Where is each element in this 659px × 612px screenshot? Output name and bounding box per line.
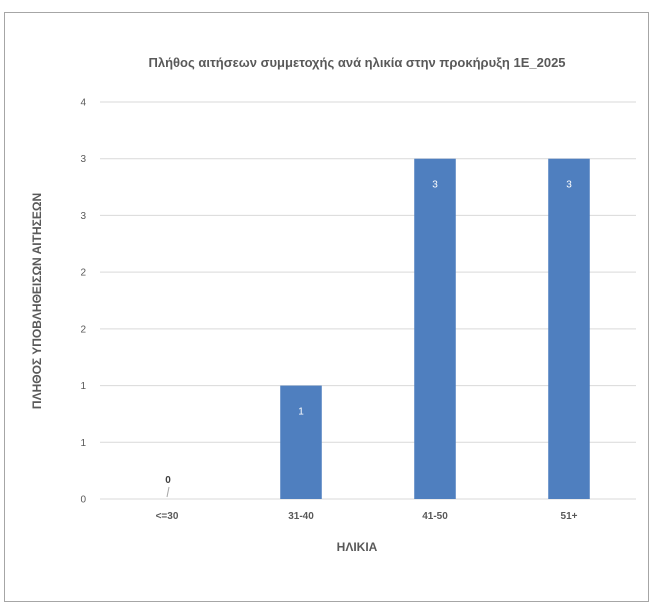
data-label: 3	[566, 180, 572, 191]
y-tick-label: 3	[80, 154, 86, 165]
x-tick-label: <=30	[156, 511, 179, 522]
x-axis-title: ΗΛΙΚΙΑ	[337, 540, 378, 554]
data-label-leader-line	[166, 486, 170, 498]
bar	[414, 158, 456, 499]
y-tick-label: 2	[80, 268, 86, 279]
chart-frame	[4, 12, 649, 602]
x-tick-label: 41-50	[422, 511, 448, 522]
x-tick-label: 51+	[561, 511, 578, 522]
x-tick-label: 31-40	[288, 511, 314, 522]
chart-title: Πλήθος αιτήσεων συμμετοχής ανά ηλικία στ…	[148, 55, 565, 70]
y-tick-label: 0	[80, 495, 86, 506]
data-label: 0	[165, 475, 171, 486]
bar	[548, 158, 590, 499]
data-label: 3	[432, 180, 438, 191]
gridlines	[100, 101, 636, 500]
y-tick-label: 2	[80, 324, 86, 335]
bar	[280, 385, 322, 499]
data-label: 1	[298, 407, 304, 418]
y-tick-label: 4	[80, 98, 86, 109]
y-tick-labels: 0 1 1 2 2 3 3 4	[80, 98, 86, 506]
y-axis-title: ΠΛΗΘΟΣ ΥΠΟΒΛΗΘΕΙΣΩΝ ΑΙΤΗΣΕΩΝ	[30, 193, 44, 409]
y-tick-label: 1	[80, 438, 86, 449]
x-tick-labels: <=30 31-40 41-50 51+	[156, 511, 578, 522]
y-tick-label: 3	[80, 211, 86, 222]
y-tick-label: 1	[80, 381, 86, 392]
bars: 0 1 3 3	[165, 158, 590, 499]
